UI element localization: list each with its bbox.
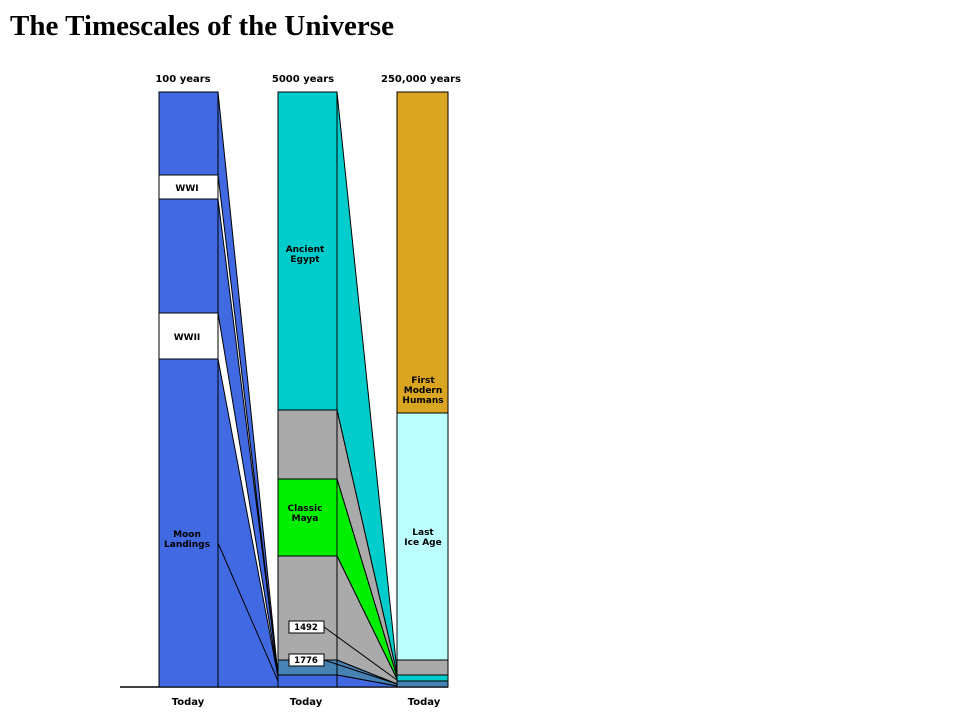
gray-band-upper bbox=[277, 409, 338, 480]
ice-age-band bbox=[396, 412, 449, 661]
label-humans-line-3: Humans bbox=[402, 396, 443, 406]
humans-band bbox=[396, 91, 449, 414]
label-egypt-line-1: Ancient bbox=[286, 245, 325, 255]
label-moon-line-1: Moon bbox=[173, 530, 201, 540]
cyan-recent-band bbox=[396, 674, 449, 682]
maya-band bbox=[277, 478, 338, 557]
label-1492: 1492 bbox=[294, 623, 318, 633]
label-humans-line-2: Modern bbox=[404, 386, 443, 396]
connector-wwi bbox=[217, 174, 279, 676]
label-1776: 1776 bbox=[294, 656, 318, 666]
egypt-band bbox=[277, 91, 338, 411]
label-egypt-line-2: Egypt bbox=[290, 255, 320, 265]
recent-blue-band bbox=[277, 674, 338, 688]
column-250000-years bbox=[396, 91, 449, 688]
column-100-years bbox=[158, 91, 219, 688]
label-wwi: WWI bbox=[175, 184, 198, 194]
page-title: The Timescales of the Universe bbox=[10, 10, 394, 42]
gray-recent-band bbox=[396, 659, 449, 676]
footer-today-2: Today bbox=[290, 697, 323, 708]
column-5000-years bbox=[277, 91, 338, 688]
connector-moon-line bbox=[217, 542, 279, 682]
label-wwii: WWII bbox=[174, 333, 201, 343]
wwi-box bbox=[158, 174, 219, 200]
label-ice-age-line-2: Ice Age bbox=[404, 538, 441, 548]
wwii-box bbox=[158, 312, 219, 360]
header-100-years: 100 years bbox=[155, 74, 210, 85]
header-250000-years: 250,000 years bbox=[381, 74, 461, 85]
latest-band bbox=[396, 680, 449, 688]
connector-1492-line bbox=[323, 626, 398, 681]
label-humans-line-1: First bbox=[411, 376, 435, 386]
connector-100-to-5000 bbox=[217, 91, 279, 688]
label-maya-line-2: Maya bbox=[292, 514, 319, 524]
label-ice-age-line-1: Last bbox=[412, 528, 434, 538]
label-moon-line-2: Landings bbox=[164, 540, 210, 550]
gray-band-lower bbox=[277, 555, 338, 661]
connector-1776-line bbox=[323, 659, 398, 685]
label-maya-line-1: Classic bbox=[288, 504, 323, 514]
header-5000-years: 5000 years bbox=[272, 74, 334, 85]
footer-today-1: Today bbox=[172, 697, 205, 708]
footer-today-3: Today bbox=[408, 697, 441, 708]
connector-5000-to-250000 bbox=[323, 91, 398, 688]
